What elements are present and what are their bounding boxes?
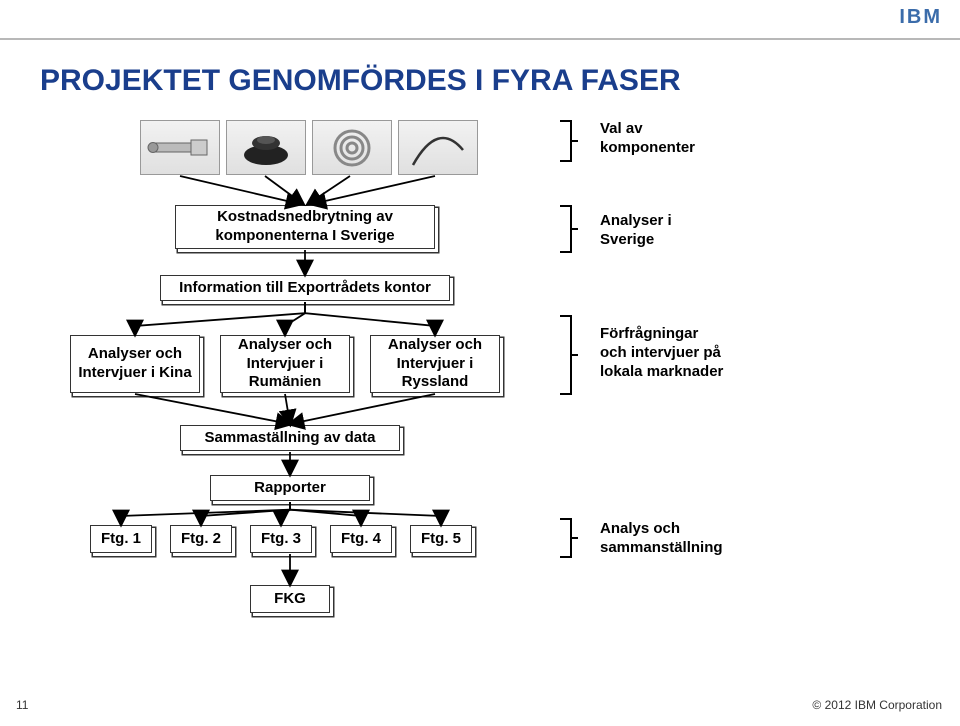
box-kostnad: Kostnadsnedbrytning av komponenterna I S… xyxy=(175,205,435,249)
diagram-stage: Kostnadsnedbrytning av komponenterna I S… xyxy=(40,120,920,660)
box-ftg1: Ftg. 1 xyxy=(90,525,152,553)
box-samman: Sammaställning av data xyxy=(180,425,400,451)
component-image-2 xyxy=(226,120,306,175)
label-forfrag: Förfrågningaroch intervjuer pålokala mar… xyxy=(600,325,723,381)
box-ftg4: Ftg. 4 xyxy=(330,525,392,553)
box-fkg: FKG xyxy=(250,585,330,613)
box-ftg5: Ftg. 5 xyxy=(410,525,472,553)
box-rapport: Rapporter xyxy=(210,475,370,501)
label-analys: Analys ochsammanställning xyxy=(600,520,723,558)
copyright: © 2012 IBM Corporation xyxy=(812,698,942,712)
box-rumanien: Analyser och Intervjuer i Rumänien xyxy=(220,335,350,393)
box-ftg2: Ftg. 2 xyxy=(170,525,232,553)
component-image-1 xyxy=(140,120,220,175)
box-info: Information till Exportrådets kontor xyxy=(160,275,450,301)
label-val: Val avkomponenter xyxy=(600,120,695,158)
label-sverige: Analyser iSverige xyxy=(600,212,672,250)
bracket-2 xyxy=(570,205,572,253)
bracket-4 xyxy=(570,518,572,558)
page-number: 11 xyxy=(16,698,28,712)
ibm-logo: IBM xyxy=(899,6,942,29)
components-row xyxy=(140,120,478,175)
box-ryssland: Analyser och Intervjuer i Ryssland xyxy=(370,335,500,393)
component-image-3 xyxy=(312,120,392,175)
bracket-3 xyxy=(570,315,572,395)
bracket-1 xyxy=(570,120,572,162)
component-image-4 xyxy=(398,120,478,175)
box-ftg3: Ftg. 3 xyxy=(250,525,312,553)
header-rule xyxy=(0,38,960,40)
box-kina: Analyser och Intervjuer i Kina xyxy=(70,335,200,393)
page-title: PROJEKTET GENOMFÖRDES I FYRA FASER xyxy=(40,64,681,98)
